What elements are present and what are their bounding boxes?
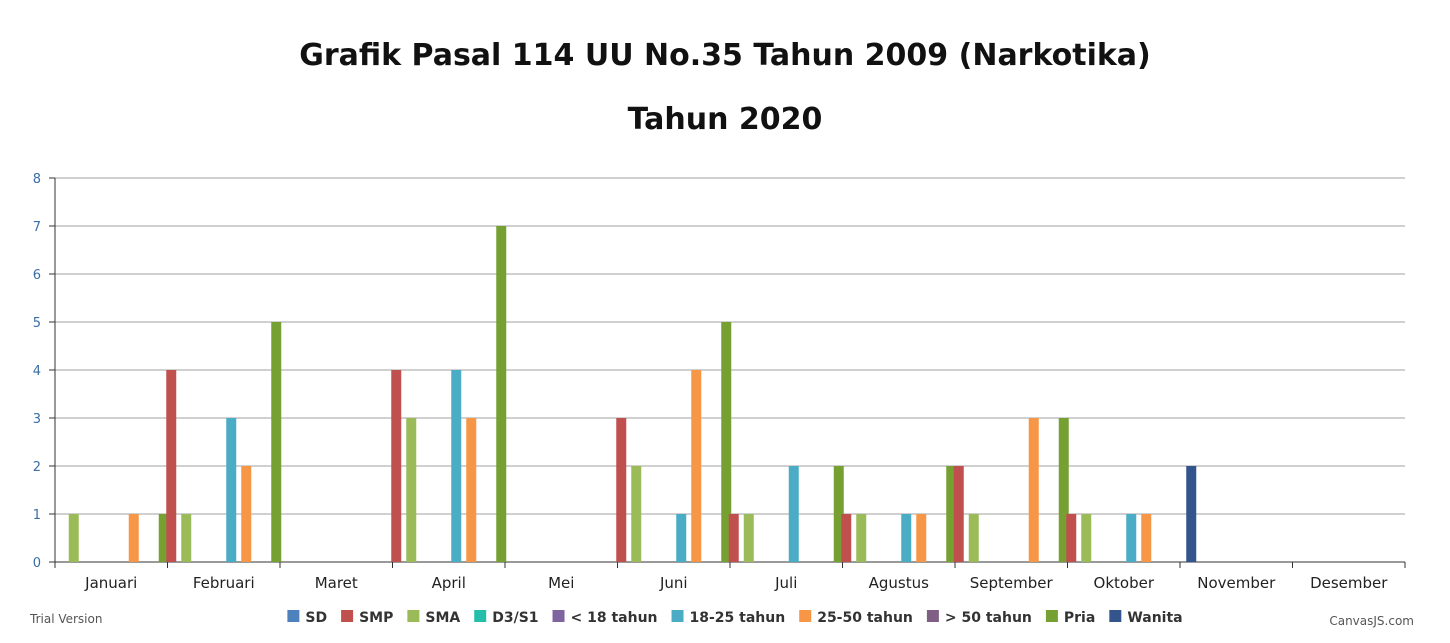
bar: [833, 466, 844, 562]
legend-label: SD: [305, 610, 327, 626]
bar: [226, 418, 237, 562]
x-tick-label: Maret: [315, 574, 358, 592]
bar: [68, 514, 79, 562]
x-tick-label: September: [970, 574, 1054, 592]
x-tick-label: Oktober: [1094, 574, 1155, 592]
legend-label: < 18 tahun: [571, 610, 658, 626]
y-tick-label: 6: [33, 268, 41, 283]
y-tick-label: 3: [33, 412, 41, 427]
bar: [901, 514, 912, 562]
legend-label: SMP: [359, 610, 393, 626]
x-tick-label: Februari: [193, 574, 255, 592]
bar: [968, 514, 979, 562]
legend-label: 25-50 tahun: [817, 610, 913, 626]
bar: [271, 322, 282, 562]
legend-swatch: [1045, 610, 1058, 622]
x-tick-label: Juli: [774, 574, 797, 592]
x-tick-label: Mei: [548, 574, 574, 592]
x-tick-label: November: [1197, 574, 1276, 592]
bar: [721, 322, 732, 562]
legend-label: 18-25 tahun: [690, 610, 786, 626]
bar: [1028, 418, 1039, 562]
bar: [841, 514, 852, 562]
canvasjs-credit-link[interactable]: CanvasJS.com: [1329, 614, 1414, 628]
y-tick-label: 1: [33, 508, 41, 523]
bar: [743, 514, 754, 562]
bar: [166, 370, 177, 562]
x-tick-label: Januari: [84, 574, 137, 592]
bar: [1186, 466, 1197, 562]
legend-swatch: [474, 610, 487, 622]
bar: [181, 514, 192, 562]
legend-swatch: [407, 610, 420, 622]
trial-version-label: Trial Version: [30, 612, 103, 626]
bar: [391, 370, 402, 562]
legend-swatch: [1109, 610, 1122, 622]
bar: [1141, 514, 1152, 562]
y-tick-label: 4: [33, 364, 41, 379]
legend-label: D3/S1: [492, 610, 538, 626]
x-tick-label: Agustus: [869, 574, 929, 592]
chart-title: Grafik Pasal 114 UU No.35 Tahun 2009 (Na…: [299, 38, 1151, 73]
bar: [788, 466, 799, 562]
y-tick-label: 7: [33, 220, 41, 235]
legend-label: Wanita: [1127, 610, 1182, 626]
bar: [676, 514, 687, 562]
bar: [128, 514, 139, 562]
bar: [1058, 418, 1069, 562]
legend-swatch: [341, 610, 354, 622]
legend-swatch: [926, 610, 939, 622]
bar: [406, 418, 417, 562]
bar: [856, 514, 867, 562]
y-tick-label: 2: [33, 460, 41, 475]
bar: [1126, 514, 1137, 562]
legend-swatch: [287, 610, 300, 622]
bar: [158, 514, 169, 562]
x-tick-label: April: [432, 574, 466, 592]
bar: [728, 514, 739, 562]
x-tick-label: Desember: [1310, 574, 1388, 592]
legend-label: > 50 tahun: [945, 610, 1032, 626]
bar: [691, 370, 702, 562]
y-tick-label: 5: [33, 316, 41, 331]
bar: [496, 226, 507, 562]
bar: [916, 514, 927, 562]
legend-label: SMA: [425, 610, 460, 626]
y-tick-label: 0: [33, 556, 41, 571]
bar: [1081, 514, 1092, 562]
legend-swatch: [799, 610, 812, 622]
chart-subtitle: Tahun 2020: [627, 102, 823, 137]
bar: [466, 418, 477, 562]
bar: [616, 418, 627, 562]
y-tick-label: 8: [33, 172, 41, 187]
bar: [241, 466, 252, 562]
bar: [946, 466, 957, 562]
x-tick-label: Juni: [659, 574, 688, 592]
legend-swatch: [671, 610, 684, 622]
legend-swatch: [552, 610, 565, 622]
bar: [953, 466, 964, 562]
legend-label: Pria: [1064, 610, 1095, 626]
bar: [451, 370, 462, 562]
bar: [631, 466, 642, 562]
bar: [1066, 514, 1077, 562]
